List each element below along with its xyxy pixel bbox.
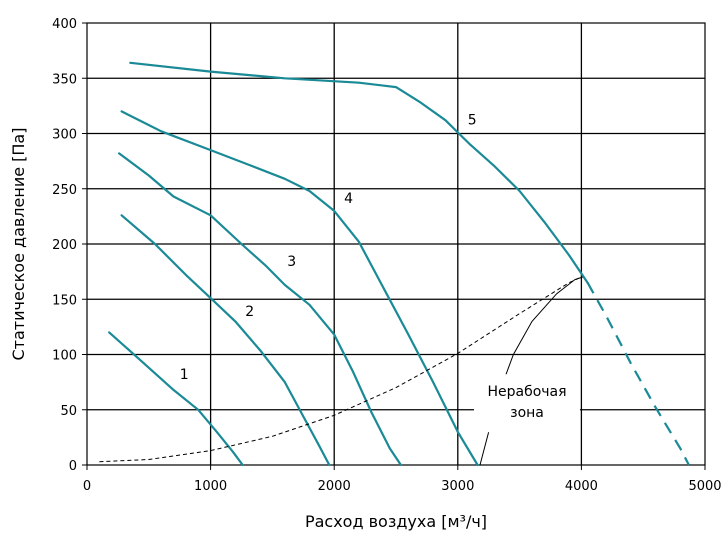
x-tick-label: 5000: [688, 479, 721, 494]
y-tick-label: 350: [52, 72, 77, 87]
curve-label-2: 2: [245, 304, 254, 320]
curve-label-5: 5: [468, 113, 477, 129]
fan-curve-5: [129, 61, 589, 284]
curve-labels: 1 2 3 4 5: [180, 113, 477, 383]
y-tick-label: 150: [52, 293, 77, 308]
fan-curve-4: [120, 110, 479, 467]
curve-label-1: 1: [180, 367, 189, 383]
y-tick-label: 400: [52, 17, 77, 32]
x-tick-label: 0: [83, 479, 91, 494]
y-tick-label: 250: [52, 183, 77, 198]
zone-label-line: зона: [510, 405, 544, 421]
y-tick-label: 50: [60, 404, 77, 419]
x-tick-label: 4000: [565, 479, 598, 494]
y-tick-label: 300: [52, 128, 77, 143]
fan-curve-2: [120, 214, 331, 467]
curve-label-3: 3: [287, 254, 296, 270]
zone-label-line: Нерабочая: [487, 384, 566, 400]
y-tick-label: 0: [69, 459, 77, 474]
x-tick-label: 2000: [318, 479, 351, 494]
fan-curve-5-dashed: [586, 282, 690, 466]
y-axis-label: Статическое давление [Па]: [9, 128, 28, 361]
x-tick-label: 3000: [441, 479, 474, 494]
curve-label-4: 4: [344, 191, 353, 207]
x-tick-label: 1000: [194, 479, 227, 494]
y-tick-label: 100: [52, 349, 77, 364]
zone-boundary-curve: [479, 276, 583, 466]
tick-labels: 0 1000 2000 3000 4000 5000 0 50 100 150 200 250 300 3…: [52, 17, 721, 494]
fan-curve-3: [118, 152, 402, 467]
y-tick-label: 200: [52, 238, 77, 253]
non-working-zone: Нерабочая зона: [99, 276, 583, 466]
zone-label-background: [474, 374, 581, 433]
fan-curves: [108, 61, 690, 467]
system-curve: [99, 276, 582, 463]
fan-curve-1: [108, 331, 244, 467]
grid: [86, 22, 706, 466]
x-axis-label: Расход воздуха [м³/ч]: [305, 512, 487, 531]
